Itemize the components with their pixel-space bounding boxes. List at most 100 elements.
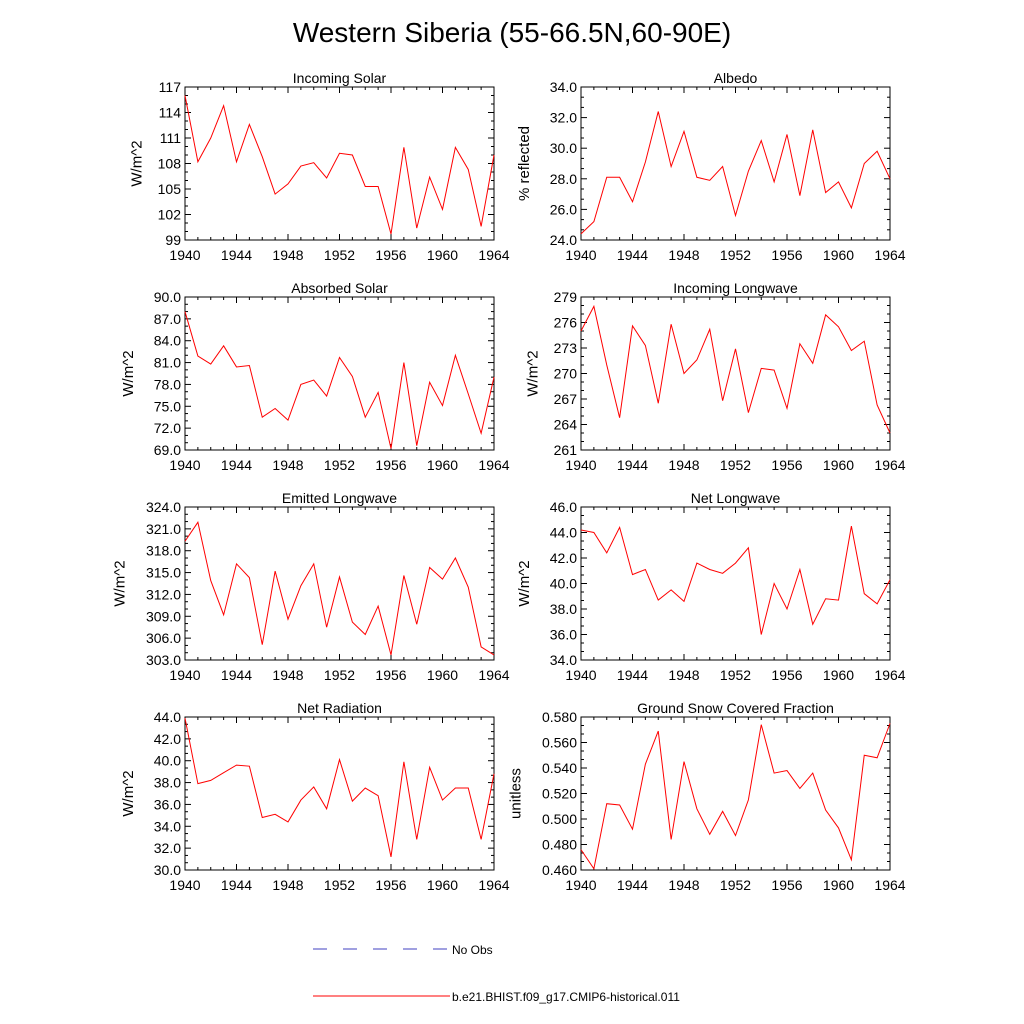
panel-2: 1940 1944 1948 1952 1956 1960 1964 24.0 26.0 28.0… <box>516 70 906 263</box>
panel-1: 1940 1944 1948 1952 1956 1960 1964 99 102 105 108 1… <box>129 70 510 263</box>
y-tick-label: 0.500 <box>542 811 577 827</box>
x-tick-label: 1964 <box>874 457 905 473</box>
x-tick-label: 1944 <box>617 247 648 263</box>
y-tick-label: 318.0 <box>146 543 181 559</box>
y-tick-label: 90.0 <box>154 289 181 305</box>
x-tick-label: 1948 <box>272 877 303 893</box>
panels: 1940 1944 1948 1952 1956 1960 1964 99 102 105 108 1… <box>112 70 906 893</box>
y-tick-label: 30.0 <box>550 140 577 156</box>
y-tick-label: 78.0 <box>154 376 181 392</box>
y-tick-label: 267 <box>554 391 578 407</box>
x-tick-label: 1944 <box>617 667 648 683</box>
x-tick-label: 1948 <box>272 457 303 473</box>
y-tick-label: 0.520 <box>542 786 577 802</box>
panel-3: 1940 1944 1948 1952 1956 1960 1964 69.0 72.0 75.0… <box>120 280 510 473</box>
y-tick-label: 105 <box>158 181 182 197</box>
x-tick-label: 1944 <box>617 457 648 473</box>
x-tick-label: 1956 <box>771 667 802 683</box>
x-tick-label: 1948 <box>668 457 699 473</box>
y-tick-label: 26.0 <box>550 201 577 217</box>
y-tick-label: 75.0 <box>154 398 181 414</box>
x-tick-label: 1940 <box>565 667 596 683</box>
series-line <box>184 521 495 656</box>
panel-title: Net Longwave <box>691 490 781 506</box>
x-tick-label: 1940 <box>169 667 200 683</box>
y-tick-label: 38.0 <box>550 601 577 617</box>
y-tick-label: 0.560 <box>542 735 577 751</box>
x-tick-label: 1956 <box>771 247 802 263</box>
y-axis-label: W/m^2 <box>120 350 137 396</box>
y-tick-label: 44.0 <box>550 525 577 541</box>
y-tick-label: 46.0 <box>550 499 577 515</box>
panel-title: Net Radiation <box>297 700 382 716</box>
series-line <box>580 526 891 635</box>
panel-title: Incoming Solar <box>293 70 387 86</box>
y-tick-label: 261 <box>554 442 578 458</box>
x-tick-label: 1952 <box>324 667 355 683</box>
legend-label-no-obs: No Obs <box>452 943 493 957</box>
y-tick-label: 81.0 <box>154 355 181 371</box>
panel-title: Emitted Longwave <box>282 490 397 506</box>
y-tick-label: 270 <box>554 366 578 382</box>
figure-title: Western Siberia (55-66.5N,60-90E) <box>293 17 731 48</box>
y-axis-label: unitless <box>508 768 525 819</box>
y-tick-label: 117 <box>159 79 182 95</box>
x-tick-label: 1952 <box>720 247 751 263</box>
legend-label-model: b.e21.BHIST.f09_g17.CMIP6-historical.011 <box>452 990 680 1004</box>
series-line <box>580 111 891 235</box>
y-tick-label: 34.0 <box>550 79 577 95</box>
x-tick-label: 1964 <box>874 247 905 263</box>
y-tick-label: 99 <box>165 232 181 248</box>
y-tick-label: 324.0 <box>146 499 181 515</box>
x-tick-label: 1956 <box>375 667 406 683</box>
panel-4: 1940 1944 1948 1952 1956 1960 1964 261 264 267 270… <box>525 280 906 473</box>
y-axis-label: W/m^2 <box>525 350 542 396</box>
x-tick-label: 1952 <box>720 667 751 683</box>
y-tick-label: 279 <box>554 289 578 305</box>
x-tick-label: 1964 <box>478 457 509 473</box>
y-tick-label: 309.0 <box>146 608 181 624</box>
y-tick-label: 84.0 <box>154 333 181 349</box>
x-tick-label: 1940 <box>565 457 596 473</box>
y-tick-label: 30.0 <box>154 862 181 878</box>
x-tick-label: 1944 <box>221 247 252 263</box>
x-tick-label: 1948 <box>668 247 699 263</box>
x-tick-label: 1952 <box>324 247 355 263</box>
y-tick-label: 34.0 <box>550 652 577 668</box>
y-tick-label: 276 <box>554 315 578 331</box>
y-tick-label: 28.0 <box>550 171 577 187</box>
x-tick-label: 1956 <box>771 457 802 473</box>
x-tick-label: 1960 <box>427 877 458 893</box>
x-tick-label: 1956 <box>375 247 406 263</box>
y-tick-label: 108 <box>158 156 182 172</box>
x-tick-label: 1948 <box>272 667 303 683</box>
y-axis-label: W/m^2 <box>129 140 146 186</box>
series-line <box>580 304 891 434</box>
y-tick-label: 273 <box>554 340 578 356</box>
x-tick-label: 1964 <box>874 877 905 893</box>
x-tick-label: 1940 <box>169 457 200 473</box>
x-tick-label: 1964 <box>478 667 509 683</box>
y-tick-label: 312.0 <box>146 586 181 602</box>
y-axis-label: W/m^2 <box>120 770 137 816</box>
x-tick-label: 1944 <box>221 667 252 683</box>
series-line <box>580 723 891 871</box>
x-tick-label: 1960 <box>427 457 458 473</box>
y-tick-label: 0.580 <box>542 709 577 725</box>
y-tick-label: 111 <box>160 130 181 146</box>
panel-title: Ground Snow Covered Fraction <box>637 700 834 716</box>
x-tick-label: 1952 <box>720 877 751 893</box>
y-tick-label: 303.0 <box>146 652 181 668</box>
panel-title: Albedo <box>714 70 758 86</box>
y-tick-label: 315.0 <box>146 565 181 581</box>
x-tick-label: 1964 <box>874 667 905 683</box>
x-tick-label: 1960 <box>823 667 854 683</box>
y-axis-label: W/m^2 <box>112 560 129 606</box>
series-line <box>184 95 495 235</box>
x-tick-label: 1948 <box>668 667 699 683</box>
panel-5: 1940 1944 1948 1952 1956 1960 1964 303.0 306.0 30… <box>112 490 510 683</box>
series-line <box>184 311 495 449</box>
x-tick-label: 1944 <box>617 877 648 893</box>
y-tick-label: 32.0 <box>550 110 577 126</box>
